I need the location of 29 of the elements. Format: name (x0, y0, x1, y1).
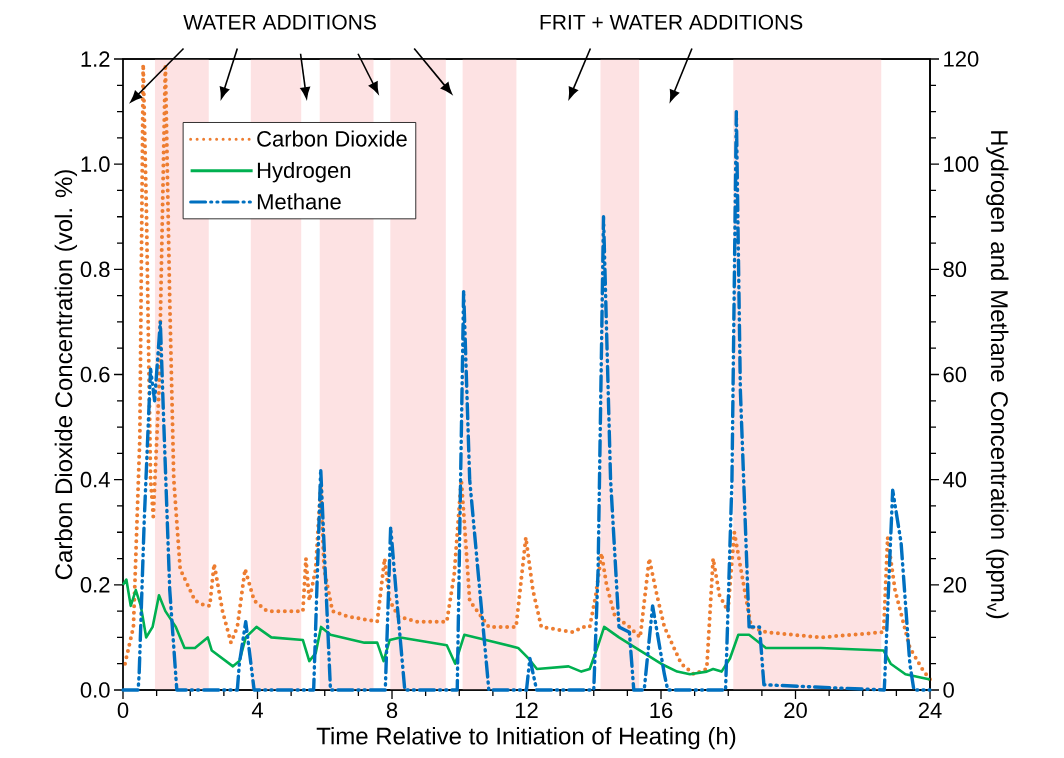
y-tick-label: 0.6 (80, 366, 110, 383)
x-tick-label: 8 (386, 702, 398, 719)
y2-tick-label: 120 (944, 51, 979, 67)
y2-tick-label: 0 (943, 682, 954, 698)
text: FRIT + WATER ADDITIONS (540, 14, 803, 30)
y2-tick-label: 100 (944, 156, 979, 172)
legend-label: Methane (257, 193, 341, 210)
y-tick-label: 0.4 (80, 471, 110, 488)
y2-axis-title: Hydrogen and Methane Concentration (ppm$_{v}$) (986, 131, 1009, 619)
y2-tick-label: 20 (943, 577, 967, 593)
text: WATER ADDITIONS (183, 14, 376, 30)
y-tick-label: 0.2 (80, 577, 110, 593)
x-tick-label: 20 (784, 702, 807, 719)
legend-label: Hydrogen (257, 161, 351, 183)
x-tick-label: 4 (251, 702, 263, 718)
y-tick-label: 1.0 (81, 156, 110, 172)
y2-tick-label: 60 (943, 366, 967, 383)
y2-tick-label: 40 (943, 471, 967, 488)
legend-label: Carbon Dioxide (257, 130, 407, 147)
x-tick-label: 24 (918, 702, 942, 718)
y-axis-title: Carbon Dioxide Concentration (vol. %) (54, 170, 78, 580)
y-tick-label: 0.0 (80, 682, 110, 698)
x-tick-label: 0 (117, 702, 129, 719)
x-tick-label: 16 (650, 702, 673, 719)
y-tick-label: 0.8 (80, 261, 110, 278)
x-axis-title: Time Relative to Initiation of Heating (h) (316, 726, 736, 750)
y2-tick-label: 80 (943, 261, 967, 278)
x-tick-label: 12 (515, 702, 538, 718)
y-tick-label: 1.2 (81, 51, 110, 67)
